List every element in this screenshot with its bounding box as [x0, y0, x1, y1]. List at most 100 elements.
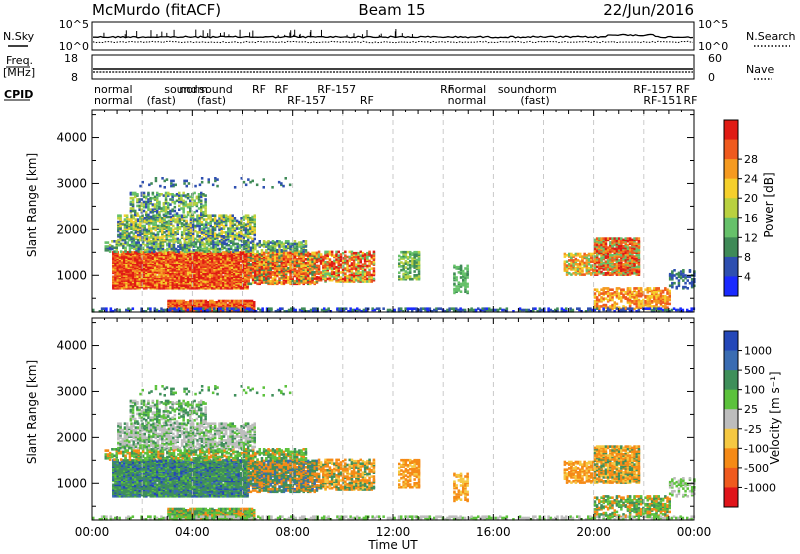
power-cell [147, 203, 150, 206]
power-cell [187, 286, 190, 289]
power-cell [238, 300, 241, 303]
power-cell [246, 304, 249, 307]
power-cell [147, 201, 150, 204]
power-cell [124, 247, 127, 250]
power-cell [219, 243, 222, 246]
power-cell [237, 243, 240, 246]
freq-left-tick-top: 18 [64, 52, 78, 65]
power-cell [113, 240, 116, 243]
power-cell [296, 245, 299, 248]
power-cell [143, 196, 146, 199]
power-cell [172, 231, 175, 234]
power-cell [289, 254, 292, 257]
power-cell [216, 178, 219, 181]
power-cell [187, 203, 190, 206]
power-cell [204, 243, 207, 246]
power-cell [189, 203, 192, 206]
power-cell [416, 251, 419, 254]
power-cell [250, 275, 253, 278]
power-cell [267, 280, 270, 283]
power-cell [366, 278, 369, 281]
power-cell [178, 201, 181, 204]
cpid-label: normal [448, 94, 487, 107]
power-cell [355, 263, 358, 266]
power-cell [167, 254, 170, 257]
power-cell [298, 279, 301, 282]
power-cell [152, 222, 155, 225]
power-cell [185, 201, 188, 204]
power-cell [169, 212, 172, 215]
power-cell [407, 256, 410, 259]
power-cell [155, 177, 158, 180]
power-cell [137, 218, 140, 221]
power-cell [265, 274, 268, 277]
power-cell [143, 203, 146, 206]
power-cell [235, 256, 238, 259]
power-cell [300, 249, 303, 252]
power-cell [460, 290, 463, 293]
power-cell [300, 265, 303, 268]
cpid-label: (fast) [147, 94, 176, 107]
power-cell [581, 269, 584, 272]
power-cell [128, 235, 131, 238]
power-cell [185, 232, 188, 235]
power-cell [311, 268, 314, 271]
power-cell [402, 268, 405, 271]
power-cell [203, 230, 206, 233]
nave-label: Nave [746, 63, 774, 76]
power-cell [141, 198, 144, 201]
power-cell [458, 271, 461, 274]
power-cell [338, 251, 341, 254]
power-cell [254, 253, 257, 256]
power-cell [232, 220, 235, 223]
date-title: 22/Jun/2016 [603, 1, 694, 19]
power-cell [360, 261, 363, 264]
power-cell [205, 300, 208, 303]
power-cell [201, 227, 204, 230]
power-cell [196, 196, 199, 199]
power-cell [166, 178, 169, 181]
power-cell [138, 205, 141, 208]
power-cell [183, 307, 186, 310]
power-cell [112, 276, 115, 279]
power-cell [402, 278, 405, 281]
power-cell [169, 300, 172, 303]
power-cell [398, 255, 401, 258]
power-cell [570, 273, 573, 276]
power-cell [287, 258, 290, 261]
power-cell [163, 239, 166, 242]
power-cell [254, 231, 257, 234]
power-cell [285, 240, 288, 243]
power-cell [222, 251, 225, 254]
power-cell [259, 268, 262, 271]
power-cell [135, 235, 138, 238]
power-cell [176, 193, 179, 196]
power-cell [139, 265, 142, 268]
power-cell [164, 186, 167, 189]
noise-sky-trace [93, 34, 693, 37]
power-cell [182, 244, 185, 247]
power-cell [174, 201, 177, 204]
power-cell [203, 218, 206, 221]
power-cell [166, 221, 169, 224]
power-cell [156, 200, 159, 203]
power-cell [170, 216, 173, 219]
power-cell [338, 270, 341, 273]
power-cell [134, 210, 137, 213]
power-cell [159, 229, 162, 232]
power-cell [212, 214, 215, 217]
power-cell [338, 274, 341, 277]
power-cell [210, 214, 213, 217]
power-cell [256, 265, 259, 268]
power-cell [324, 261, 327, 264]
power-cell [185, 301, 188, 304]
power-cell [218, 232, 221, 235]
power-cell [150, 267, 153, 270]
power-cell [205, 304, 208, 307]
power-cell [130, 236, 133, 239]
power-cell [568, 259, 571, 262]
power-cell [228, 240, 231, 243]
power-cell [568, 272, 571, 275]
power-cell [227, 287, 230, 290]
power-cell [159, 220, 162, 223]
